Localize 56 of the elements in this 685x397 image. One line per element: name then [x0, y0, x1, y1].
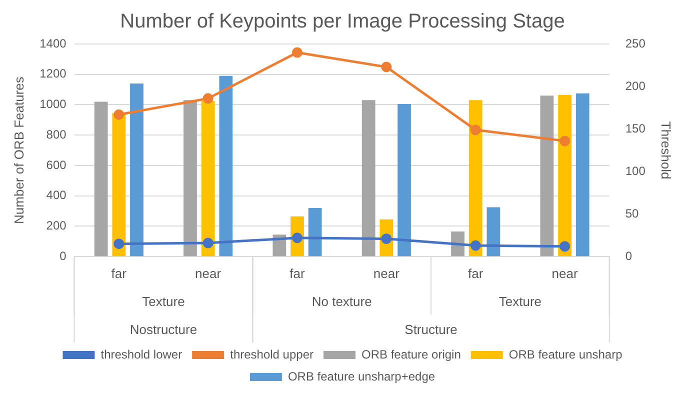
bar: [540, 96, 554, 256]
bar: [130, 83, 144, 256]
point: [560, 136, 570, 146]
y-tick-label: 1400: [40, 36, 67, 50]
legend-label: ORB feature unsharp: [508, 347, 623, 362]
bar: [219, 76, 233, 256]
bar: [486, 207, 500, 256]
point: [292, 47, 302, 58]
point: [470, 124, 481, 136]
x-tick-label: far: [290, 266, 306, 281]
y2-axis-title: Threshold: [658, 121, 674, 180]
text: Texture: [498, 294, 542, 310]
x-tick-label: near: [373, 266, 400, 281]
x-tick-label: far: [111, 266, 128, 281]
text: No texture: [312, 294, 372, 310]
bar: [398, 104, 411, 256]
bar: [201, 100, 215, 256]
legend-label: threshold upper: [230, 347, 314, 362]
point: [114, 109, 124, 120]
legend-label: ORB feature origin: [361, 347, 461, 362]
bar: [184, 100, 197, 256]
y-tick-label: 1200: [40, 66, 67, 81]
y2-tick-label: 0: [625, 248, 632, 263]
chart-title: Number of Keypoints per Image Processing Stage: [120, 10, 565, 33]
x-tick-label: near: [552, 266, 578, 281]
point: [202, 93, 214, 104]
point: [470, 240, 481, 251]
bar: [558, 94, 572, 256]
y-tick-label: 0: [60, 248, 67, 263]
y2-tick-label: 150: [625, 121, 646, 136]
y2-tick-label: 100: [625, 164, 646, 178]
bar: [308, 208, 322, 256]
y-tick-label: 600: [46, 158, 67, 172]
bar: [112, 113, 126, 256]
y2-tick-label: 250: [625, 36, 646, 50]
text: Texture: [142, 294, 185, 310]
point: [560, 241, 570, 252]
y-tick-label: 800: [46, 127, 67, 142]
point: [202, 238, 214, 248]
y-tick-label: 1000: [40, 97, 67, 112]
y2-tick-label: 200: [625, 78, 646, 93]
x-tick-label: far: [468, 266, 484, 281]
legend-label: ORB feature unsharp+edge: [288, 369, 436, 384]
y-tick-label: 200: [46, 218, 67, 233]
point: [114, 238, 124, 250]
bar: [576, 93, 590, 256]
point: [381, 62, 392, 72]
y-axis-title: Number of ORB Features: [11, 76, 26, 224]
x-tick-label: near: [195, 266, 222, 281]
text: Nostructure: [130, 322, 198, 338]
bar: [362, 100, 376, 256]
text: Structure: [404, 322, 458, 338]
y-tick-label: 400: [46, 188, 67, 202]
y2-tick-label: 50: [625, 206, 640, 220]
bar: [94, 102, 108, 256]
legend-label: threshold lower: [100, 347, 182, 362]
